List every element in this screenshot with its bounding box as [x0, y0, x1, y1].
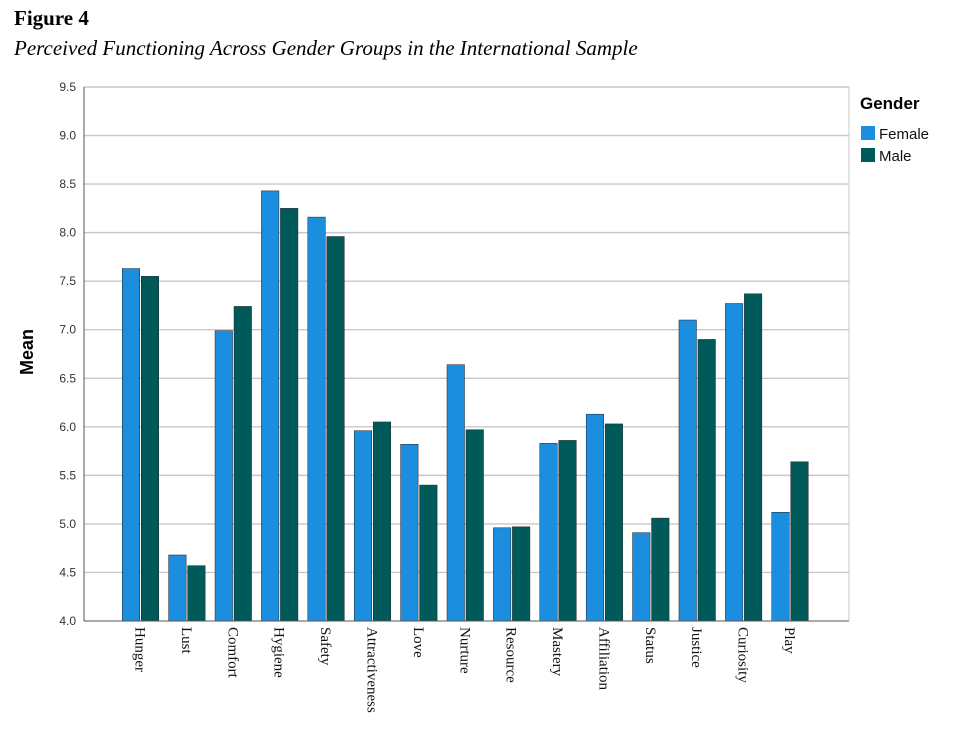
x-tick-label: Justice	[688, 627, 704, 668]
legend-swatch-female	[861, 126, 875, 140]
x-tick-label: Status	[642, 627, 658, 664]
x-tick-label: Curiosity	[735, 627, 751, 683]
bar-female-attractiveness	[353, 430, 372, 622]
x-tick-label: Resource	[503, 627, 519, 683]
y-axis-title: Mean	[17, 329, 37, 375]
figure-caption: Perceived Functioning Across Gender Grou…	[14, 36, 638, 60]
legend-label-male: Male	[879, 148, 912, 165]
figure-label: Figure 4	[14, 6, 89, 30]
x-tick-label: Nurture	[456, 627, 472, 674]
bar-female-play	[771, 512, 790, 622]
y-tick-label: 9.5	[59, 80, 76, 94]
bar-female-safety	[307, 216, 326, 622]
bar-female-mastery	[539, 443, 558, 622]
x-tick-label: Love	[410, 627, 426, 658]
y-tick-label: 8.5	[59, 177, 76, 191]
bar-female-hunger	[122, 268, 140, 622]
x-tick-labels: Hunger Lust Comfort Hygiene Safety Attractive…	[132, 627, 798, 713]
bar-female-status	[632, 532, 651, 622]
bar-female-curiosity	[725, 303, 744, 622]
y-tick-label: 5.5	[59, 468, 76, 482]
bar-male-resource	[512, 526, 531, 622]
gridlines	[84, 86, 849, 574]
y-tick-label: 9.0	[59, 129, 76, 143]
bar-male-safety	[326, 236, 345, 622]
bar-male-nurture	[465, 429, 484, 622]
bar-male-curiosity	[744, 293, 763, 622]
x-tick-label: Comfort	[224, 627, 240, 679]
y-tick-label: 4.0	[59, 614, 76, 628]
bar-male-affiliation	[604, 423, 623, 622]
bar-female-nurture	[446, 364, 465, 622]
bar-male-hygiene	[280, 208, 299, 622]
y-tick-labels: 4.0 4.5 5.0 5.5 6.0 6.5 7.0 7.5 8.0 8.5 9.0 9.5	[59, 80, 76, 628]
x-tick-label: Attractiveness	[363, 627, 379, 713]
y-tick-label: 6.5	[59, 371, 76, 385]
bar-male-justice	[697, 339, 716, 622]
bar-male-hunger	[141, 276, 159, 622]
x-tick-label: Play	[781, 627, 797, 654]
legend-title: Gender	[860, 94, 920, 113]
bar-female-love	[400, 444, 419, 622]
y-tick-label: 4.5	[59, 565, 76, 579]
bar-female-lust	[168, 554, 187, 622]
bar-female-comfort	[214, 330, 233, 622]
y-tick-label: 6.0	[59, 420, 76, 434]
x-tick-label: Lust	[178, 627, 194, 655]
x-tick-label: Affiliation	[595, 627, 611, 691]
bar-male-lust	[187, 565, 206, 622]
x-tick-label: Hygiene	[271, 627, 287, 678]
x-tick-label: Hunger	[132, 627, 148, 672]
y-tick-label: 7.0	[59, 323, 76, 337]
y-tick-label: 8.0	[59, 226, 76, 240]
bar-male-love	[419, 484, 438, 622]
bar-female-resource	[493, 527, 512, 622]
legend: Gender Female Male	[860, 94, 929, 165]
bar-male-attractiveness	[372, 421, 391, 622]
bar-male-comfort	[233, 306, 252, 622]
bar-male-mastery	[558, 440, 577, 622]
bar-male-status	[651, 517, 670, 622]
bar-female-affiliation	[585, 413, 604, 622]
bar-male-play	[790, 461, 809, 622]
y-tick-label: 5.0	[59, 517, 76, 531]
bar-female-justice	[678, 319, 697, 622]
legend-swatch-male	[861, 148, 875, 162]
legend-label-female: Female	[879, 126, 929, 143]
axes	[83, 87, 850, 622]
x-tick-label: Mastery	[549, 627, 565, 677]
bars	[122, 190, 809, 622]
x-tick-label: Safety	[317, 627, 333, 666]
bar-female-hygiene	[261, 190, 280, 622]
y-tick-label: 7.5	[59, 274, 76, 288]
